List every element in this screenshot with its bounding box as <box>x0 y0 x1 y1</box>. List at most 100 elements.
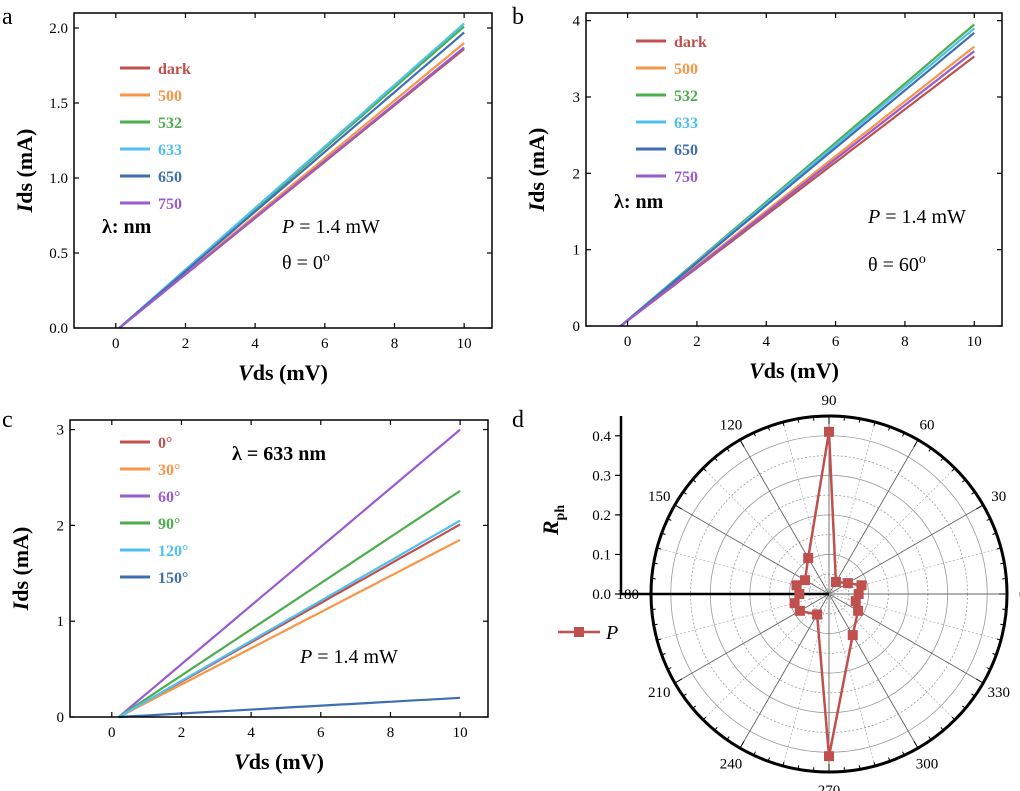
y-tick-label-a-0: 0.0 <box>49 321 68 337</box>
polar-radial-line-255 <box>782 593 830 767</box>
polar-outer-tick-290 <box>888 757 891 762</box>
panel-c-chart: 0 2 4 6 8 10 0 1 2 3 Vds (mV) Ids (mA) 0° 30° 60° 90° 12… <box>8 419 489 774</box>
polar-outer-tick-165 <box>656 547 662 550</box>
polar-data-point-8 <box>794 589 805 599</box>
polar-outer-tick-310 <box>940 726 944 731</box>
plot-frame-b <box>585 12 1003 327</box>
polar-outer-tick-225 <box>702 716 707 721</box>
polar-outer-tick-220 <box>692 705 697 709</box>
polar-outer-tick-170 <box>653 562 658 565</box>
polar-angle-label-2: 60 <box>920 417 935 433</box>
series-line-a-4 <box>118 31 465 329</box>
polar-outer-tick-70 <box>888 426 891 431</box>
polar-r-tick-label-4: 0.4 <box>592 429 611 445</box>
series-line-c-1 <box>118 538 461 718</box>
polar-r-tick-label-3: 0.3 <box>592 468 611 484</box>
polar-radial-line-30 <box>828 504 984 595</box>
polar-data-point-0 <box>853 589 864 599</box>
polar-outer-tick-130 <box>714 457 718 462</box>
polar-outer-tick-35 <box>971 491 976 495</box>
legend-label-b-3: 633 <box>674 115 698 132</box>
polar-outer-tick-50 <box>940 457 944 462</box>
polar-outer-tick-205 <box>667 667 672 670</box>
polar-outer-tick-115 <box>753 432 756 437</box>
panel-d-polar-chart: 03060901201501802102402703003300.00.10.2… <box>538 393 1020 791</box>
polar-outer-tick-100 <box>797 418 800 423</box>
y-tick-label-c-0: 0 <box>57 710 65 726</box>
y-axis-label-a: Ids (mA) <box>12 129 37 214</box>
series-line-a-3 <box>118 22 465 329</box>
polar-radial-line-225 <box>702 593 830 721</box>
polar-angle-label-8: 240 <box>720 757 743 773</box>
polar-angle-label-10: 300 <box>916 757 939 773</box>
polar-outer-tick-340 <box>992 653 997 656</box>
x-tick-label-b-0: 0 <box>624 334 632 350</box>
panel-b-chart: 0 2 4 6 8 10 0 1 2 3 4 Vds (mV) Ids (mA) dark 500 532 63… <box>524 12 1003 383</box>
polar-angle-label-1: 30 <box>991 489 1006 505</box>
polar-outer-tick-45 <box>951 467 956 472</box>
polar-outer-tick-295 <box>902 751 905 756</box>
polar-radial-line-120 <box>739 439 830 595</box>
annotation-c-0: λ = 633 nm <box>232 443 326 465</box>
polar-outer-tick-280 <box>858 765 861 770</box>
legend-label-c-1: 30° <box>158 462 180 479</box>
polar-outer-tick-30 <box>975 504 984 510</box>
polar-outer-tick-245 <box>753 751 756 756</box>
polar-outer-tick-160 <box>661 532 666 535</box>
polar-angle-label-11: 330 <box>987 685 1010 701</box>
polar-outer-tick-120 <box>739 439 745 448</box>
x-tick-label-b-3: 6 <box>832 334 840 350</box>
series-line-b-4 <box>619 31 976 327</box>
polar-data-point-13 <box>847 630 858 641</box>
x-tick-label-c-4: 8 <box>387 725 395 741</box>
x-tick-label-c-3: 6 <box>317 725 325 741</box>
x-tick-label-c-0: 0 <box>108 725 116 741</box>
polar-legend-marker <box>574 627 584 637</box>
polar-r-axis-label: Rph <box>538 505 568 536</box>
plot-frame-a <box>73 12 493 329</box>
y-tick-label-b-2: 2 <box>573 166 581 182</box>
polar-data-point-3 <box>830 577 841 588</box>
polar-data-point-12 <box>824 751 834 762</box>
polar-outer-tick-110 <box>767 426 770 431</box>
panel-label-d: d <box>512 407 524 433</box>
polar-radial-line-285 <box>828 593 876 767</box>
y-tick-label-c-2: 2 <box>57 518 65 534</box>
x-tick-label-a-1: 2 <box>182 336 190 352</box>
x-axis-label-c: Vds (mV) <box>234 749 324 774</box>
polar-data-point-2 <box>842 578 853 589</box>
polar-outer-tick-195 <box>656 638 662 641</box>
y-tick-label-a-2: 1.0 <box>49 171 68 187</box>
annotation-b-0: P = 1.4 mW <box>867 206 966 228</box>
polar-data-point-14 <box>853 605 864 616</box>
polar-outer-tick-255 <box>782 761 785 767</box>
polar-outer-tick-260 <box>797 765 800 770</box>
polar-outer-tick-150 <box>674 504 683 510</box>
x-tick-label-c-1: 2 <box>178 725 186 741</box>
x-tick-label-a-0: 0 <box>112 336 120 352</box>
annotation-a-0: P = 1.4 mW <box>281 216 380 238</box>
plot-frame-c <box>69 419 489 718</box>
polar-angle-label-3: 90 <box>822 393 837 409</box>
polar-r-tick-label-0: 0.0 <box>592 587 611 603</box>
panel-label-c: c <box>2 407 13 433</box>
x-tick-label-b-2: 4 <box>763 334 771 350</box>
polar-data-point-7 <box>791 580 802 591</box>
polar-outer-tick-200 <box>661 653 666 656</box>
polar-radial-line-15 <box>828 547 1002 595</box>
panel-a-chart: 0 2 4 6 8 10 0.0 0.5 1.0 1.5 2.0 Vds (mV) Ids (mA) da… <box>12 12 493 385</box>
x-tick-label-a-5: 10 <box>457 336 472 352</box>
polar-outer-tick-145 <box>682 491 687 495</box>
y-tick-label-c-1: 1 <box>57 614 65 630</box>
polar-outer-tick-240 <box>739 740 745 749</box>
panel-label-b: b <box>512 4 524 30</box>
legend-label-b-4: 650 <box>674 142 698 159</box>
polar-outer-tick-25 <box>986 518 991 521</box>
series-line-c-2 <box>118 428 461 718</box>
series-line-a-5 <box>118 46 465 329</box>
polar-radial-line-240 <box>739 593 830 749</box>
polar-radial-line-60 <box>828 439 919 595</box>
y-tick-label-b-4: 4 <box>573 14 581 30</box>
polar-angle-label-9: 270 <box>818 783 841 791</box>
